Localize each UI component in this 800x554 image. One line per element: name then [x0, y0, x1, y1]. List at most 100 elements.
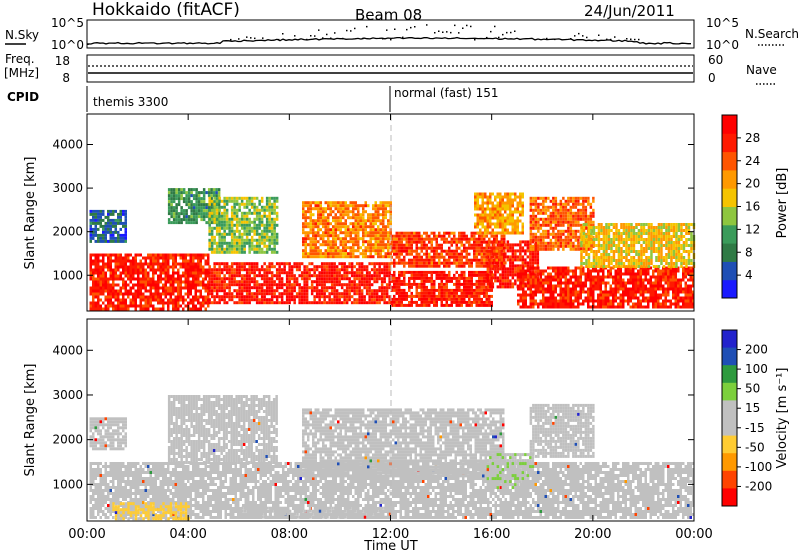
heatmap-cell	[617, 287, 620, 291]
heatmap-cell	[223, 277, 226, 281]
heatmap-cell	[215, 283, 219, 287]
heatmap-cell	[189, 265, 192, 269]
heatmap-cell	[167, 212, 171, 216]
heatmap-cell	[577, 281, 580, 285]
heatmap-cell	[662, 299, 665, 303]
heatmap-cell	[317, 219, 320, 223]
heatmap-cell	[465, 261, 468, 265]
heatmap-cell	[624, 293, 627, 297]
heatmap-cell	[657, 287, 660, 291]
n-search-point	[326, 33, 328, 36]
heatmap-cell	[194, 256, 197, 260]
heatmap-cell	[278, 268, 281, 272]
heatmap-cell	[304, 249, 307, 253]
heatmap-cell	[483, 255, 486, 259]
heatmap-cell	[255, 298, 259, 302]
heatmap-cell	[298, 289, 301, 293]
heatmap-cell	[667, 284, 670, 288]
heatmap-cell	[483, 237, 486, 241]
heatmap-cell	[320, 271, 324, 275]
heatmap-cell	[240, 274, 244, 278]
heatmap-cell	[349, 255, 352, 259]
heatmap-cell	[167, 268, 170, 272]
heatmap-cell	[400, 237, 403, 241]
heatmap-cell	[339, 219, 342, 223]
heatmap-cell	[124, 271, 127, 275]
heatmap-cell	[132, 274, 135, 278]
n-search-point	[366, 25, 368, 28]
heatmap-cell	[304, 204, 307, 208]
heatmap-cell	[552, 287, 555, 291]
heatmap-cell	[245, 301, 249, 305]
heatmap-cell	[564, 293, 567, 297]
power-region-10	[474, 192, 524, 235]
heatmap-cell	[147, 280, 150, 284]
heatmap-cell	[438, 261, 441, 265]
heatmap-cell	[632, 281, 635, 285]
heatmap-cell	[599, 293, 602, 297]
heatmap-cell	[117, 215, 120, 219]
heatmap-cell	[172, 292, 175, 296]
heatmap-cell	[167, 274, 170, 278]
n-search-point	[426, 24, 428, 26]
heatmap-cell	[567, 278, 570, 282]
heatmap-cell	[359, 219, 362, 223]
heatmap-cell	[225, 214, 229, 218]
heatmap-cell	[194, 268, 197, 272]
heatmap-cell	[682, 275, 685, 279]
heatmap-cell	[177, 307, 180, 311]
heatmap-cell	[319, 216, 322, 220]
heatmap-cell	[317, 249, 320, 253]
heatmap-cell	[228, 274, 231, 278]
heatmap-cell	[175, 191, 178, 195]
heatmap-cell	[602, 278, 605, 282]
heatmap-cell	[418, 270, 421, 274]
heatmap-cell	[124, 221, 127, 225]
heatmap-cell	[309, 219, 312, 223]
heatmap-cell	[194, 286, 197, 290]
heatmap-cell	[127, 292, 130, 296]
heatmap-cell	[619, 269, 622, 273]
heatmap-cell	[532, 299, 535, 303]
heatmap-cell	[192, 286, 195, 290]
heatmap-cell	[114, 262, 117, 266]
heatmap-cell	[517, 272, 520, 276]
heatmap-cell	[537, 302, 540, 306]
heatmap-cell	[418, 273, 421, 277]
heatmap-cell	[323, 289, 326, 293]
heatmap-cell	[334, 207, 337, 211]
heatmap-cell	[460, 297, 463, 301]
heatmap-cell	[349, 222, 352, 226]
heatmap-cell	[194, 265, 197, 269]
heatmap-cell	[139, 295, 142, 299]
heatmap-cell	[569, 290, 572, 294]
heatmap-cell	[669, 287, 672, 291]
heatmap-cell	[149, 283, 152, 287]
heatmap-cell	[415, 237, 418, 241]
heatmap-cell	[654, 284, 657, 288]
heatmap-cell	[220, 283, 224, 287]
heatmap-cell	[172, 283, 175, 287]
heatmap-cell	[335, 295, 339, 299]
heatmap-cell	[243, 241, 246, 245]
heatmap-cell	[240, 220, 244, 224]
heatmap-cell	[167, 194, 171, 198]
heatmap-cell	[92, 280, 95, 284]
heatmap-cell	[169, 286, 172, 290]
heatmap-cell	[210, 199, 214, 203]
heatmap-cell	[278, 262, 281, 266]
heatmap-cell	[102, 286, 105, 290]
power-region-1	[208, 262, 391, 305]
heatmap-cell	[684, 293, 687, 297]
heatmap-cell	[455, 300, 458, 304]
heatmap-cell	[117, 262, 120, 266]
heatmap-cell	[149, 253, 152, 257]
heatmap-cell	[420, 285, 423, 289]
heatmap-cell	[220, 223, 224, 227]
heatmap-cell	[182, 191, 186, 195]
heatmap-cell	[385, 271, 389, 275]
n-search-label: N.Search	[745, 27, 799, 41]
heatmap-cell	[334, 219, 337, 223]
heatmap-cell	[579, 272, 582, 276]
heatmap-cell	[485, 243, 488, 247]
